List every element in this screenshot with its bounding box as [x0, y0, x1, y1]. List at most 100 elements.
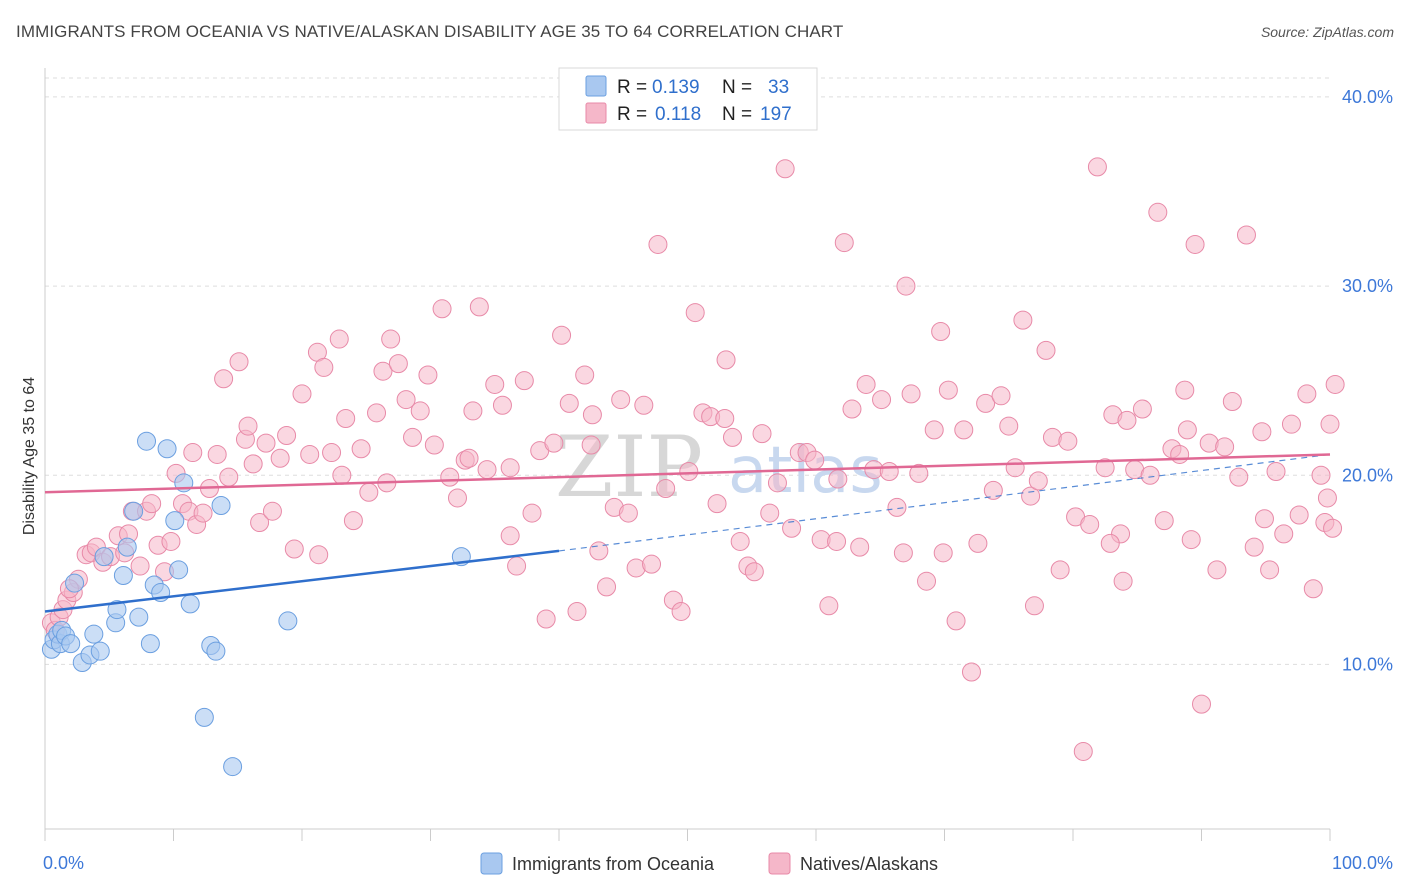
data-point-natives	[1215, 437, 1235, 457]
data-point-natives	[238, 416, 258, 436]
data-point-natives	[767, 473, 787, 493]
data-point-natives	[834, 233, 854, 253]
data-point-natives	[1113, 571, 1133, 591]
data-point-oceania	[140, 634, 160, 654]
data-point-natives	[492, 395, 512, 415]
data-point-natives	[1080, 514, 1100, 534]
axes	[44, 68, 1331, 841]
data-point-natives	[842, 399, 862, 419]
data-point-natives	[634, 395, 654, 415]
bottom-legend-label: Immigrants from Oceania	[512, 854, 715, 874]
data-point-natives	[850, 537, 870, 557]
data-point-natives	[782, 518, 802, 538]
data-point-natives	[1132, 399, 1152, 419]
legend-r-label: R =	[617, 104, 647, 125]
data-point-oceania	[84, 624, 104, 644]
data-point-natives	[485, 374, 505, 394]
data-point-oceania	[278, 611, 298, 631]
bottom-legend-swatch-pink	[768, 852, 791, 875]
data-point-oceania	[117, 537, 137, 557]
source-credit: Source: ZipAtlas.com	[1260, 24, 1394, 40]
data-point-oceania	[157, 439, 177, 459]
data-point-natives	[309, 545, 329, 565]
data-point-natives	[262, 501, 282, 521]
data-point-natives	[1100, 533, 1120, 553]
data-point-natives	[381, 329, 401, 349]
data-point-natives	[775, 159, 795, 179]
data-point-oceania	[90, 641, 110, 661]
data-point-natives	[722, 427, 742, 447]
data-point-oceania	[107, 600, 127, 620]
data-point-oceania	[65, 573, 85, 593]
data-point-natives	[440, 467, 460, 487]
chart-title: IMMIGRANTS FROM OCEANIA VS NATIVE/ALASKA…	[16, 22, 844, 41]
data-point-natives	[933, 543, 953, 563]
data-point-natives	[214, 369, 234, 389]
data-point-natives	[671, 601, 691, 621]
data-point-natives	[300, 444, 320, 464]
data-point-natives	[1095, 458, 1115, 478]
data-point-natives	[1013, 310, 1033, 330]
data-point-natives	[648, 234, 668, 254]
data-point-natives	[581, 435, 601, 455]
data-point-natives	[716, 350, 736, 370]
data-point-natives	[1323, 518, 1343, 538]
data-point-natives	[1281, 414, 1301, 434]
data-point-natives	[193, 503, 213, 523]
data-point-natives	[1317, 488, 1337, 508]
data-point-natives	[1177, 420, 1197, 440]
legend-r-value: 0.139	[652, 77, 700, 98]
data-point-natives	[954, 420, 974, 440]
data-point-natives	[618, 503, 638, 523]
data-point-natives	[575, 365, 595, 385]
legend-n-value: 197	[760, 104, 792, 125]
data-point-natives	[343, 511, 363, 531]
data-point-natives	[931, 321, 951, 341]
data-point-natives	[277, 426, 297, 446]
data-point-natives	[447, 488, 467, 508]
data-point-natives	[901, 384, 921, 404]
data-point-natives	[207, 444, 227, 464]
data-point-oceania	[61, 634, 81, 654]
data-point-natives	[1229, 467, 1249, 487]
legend-swatch-blue	[585, 75, 607, 97]
tick-labels: 10.0% 20.0% 30.0% 40.0% 0.0% 100.0%	[43, 87, 1393, 873]
bottom-legend-swatch-blue	[480, 852, 503, 875]
data-point-natives	[284, 539, 304, 559]
data-point-natives	[896, 276, 916, 296]
data-point-oceania	[94, 547, 114, 567]
data-point-natives	[161, 531, 181, 551]
data-point-natives	[270, 448, 290, 468]
data-point-natives	[373, 361, 393, 381]
data-point-natives	[730, 531, 750, 551]
data-point-natives	[1320, 414, 1340, 434]
data-point-natives	[396, 390, 416, 410]
data-point-natives	[1244, 537, 1264, 557]
trend-line-natives	[44, 453, 1331, 494]
bottom-legend-label: Natives/Alaskans	[800, 854, 938, 874]
data-point-natives	[744, 562, 764, 582]
data-point-natives	[1260, 560, 1280, 580]
data-point-natives	[1181, 530, 1201, 550]
data-point-natives	[367, 403, 387, 423]
data-point-natives	[351, 439, 371, 459]
trend-line-oceania	[44, 549, 560, 613]
data-point-natives	[1222, 391, 1242, 411]
data-point-natives	[1005, 458, 1025, 478]
data-point-oceania	[169, 560, 189, 580]
data-point-oceania	[165, 511, 185, 531]
data-point-natives	[559, 393, 579, 413]
data-point-natives	[332, 465, 352, 485]
y-axis-label: Disability Age 35 to 64	[21, 377, 38, 535]
data-point-natives	[418, 365, 438, 385]
legend-n-label: N =	[722, 77, 752, 98]
data-point-natives	[359, 482, 379, 502]
data-point-oceania	[206, 641, 226, 661]
data-point-natives	[463, 401, 483, 421]
x-tick-label: 0.0%	[43, 853, 84, 873]
data-point-natives	[715, 409, 735, 429]
data-point-natives	[887, 497, 907, 517]
legend-n-label: N =	[722, 104, 752, 125]
series-immigrants-oceania	[41, 431, 471, 777]
data-point-natives	[1325, 374, 1345, 394]
